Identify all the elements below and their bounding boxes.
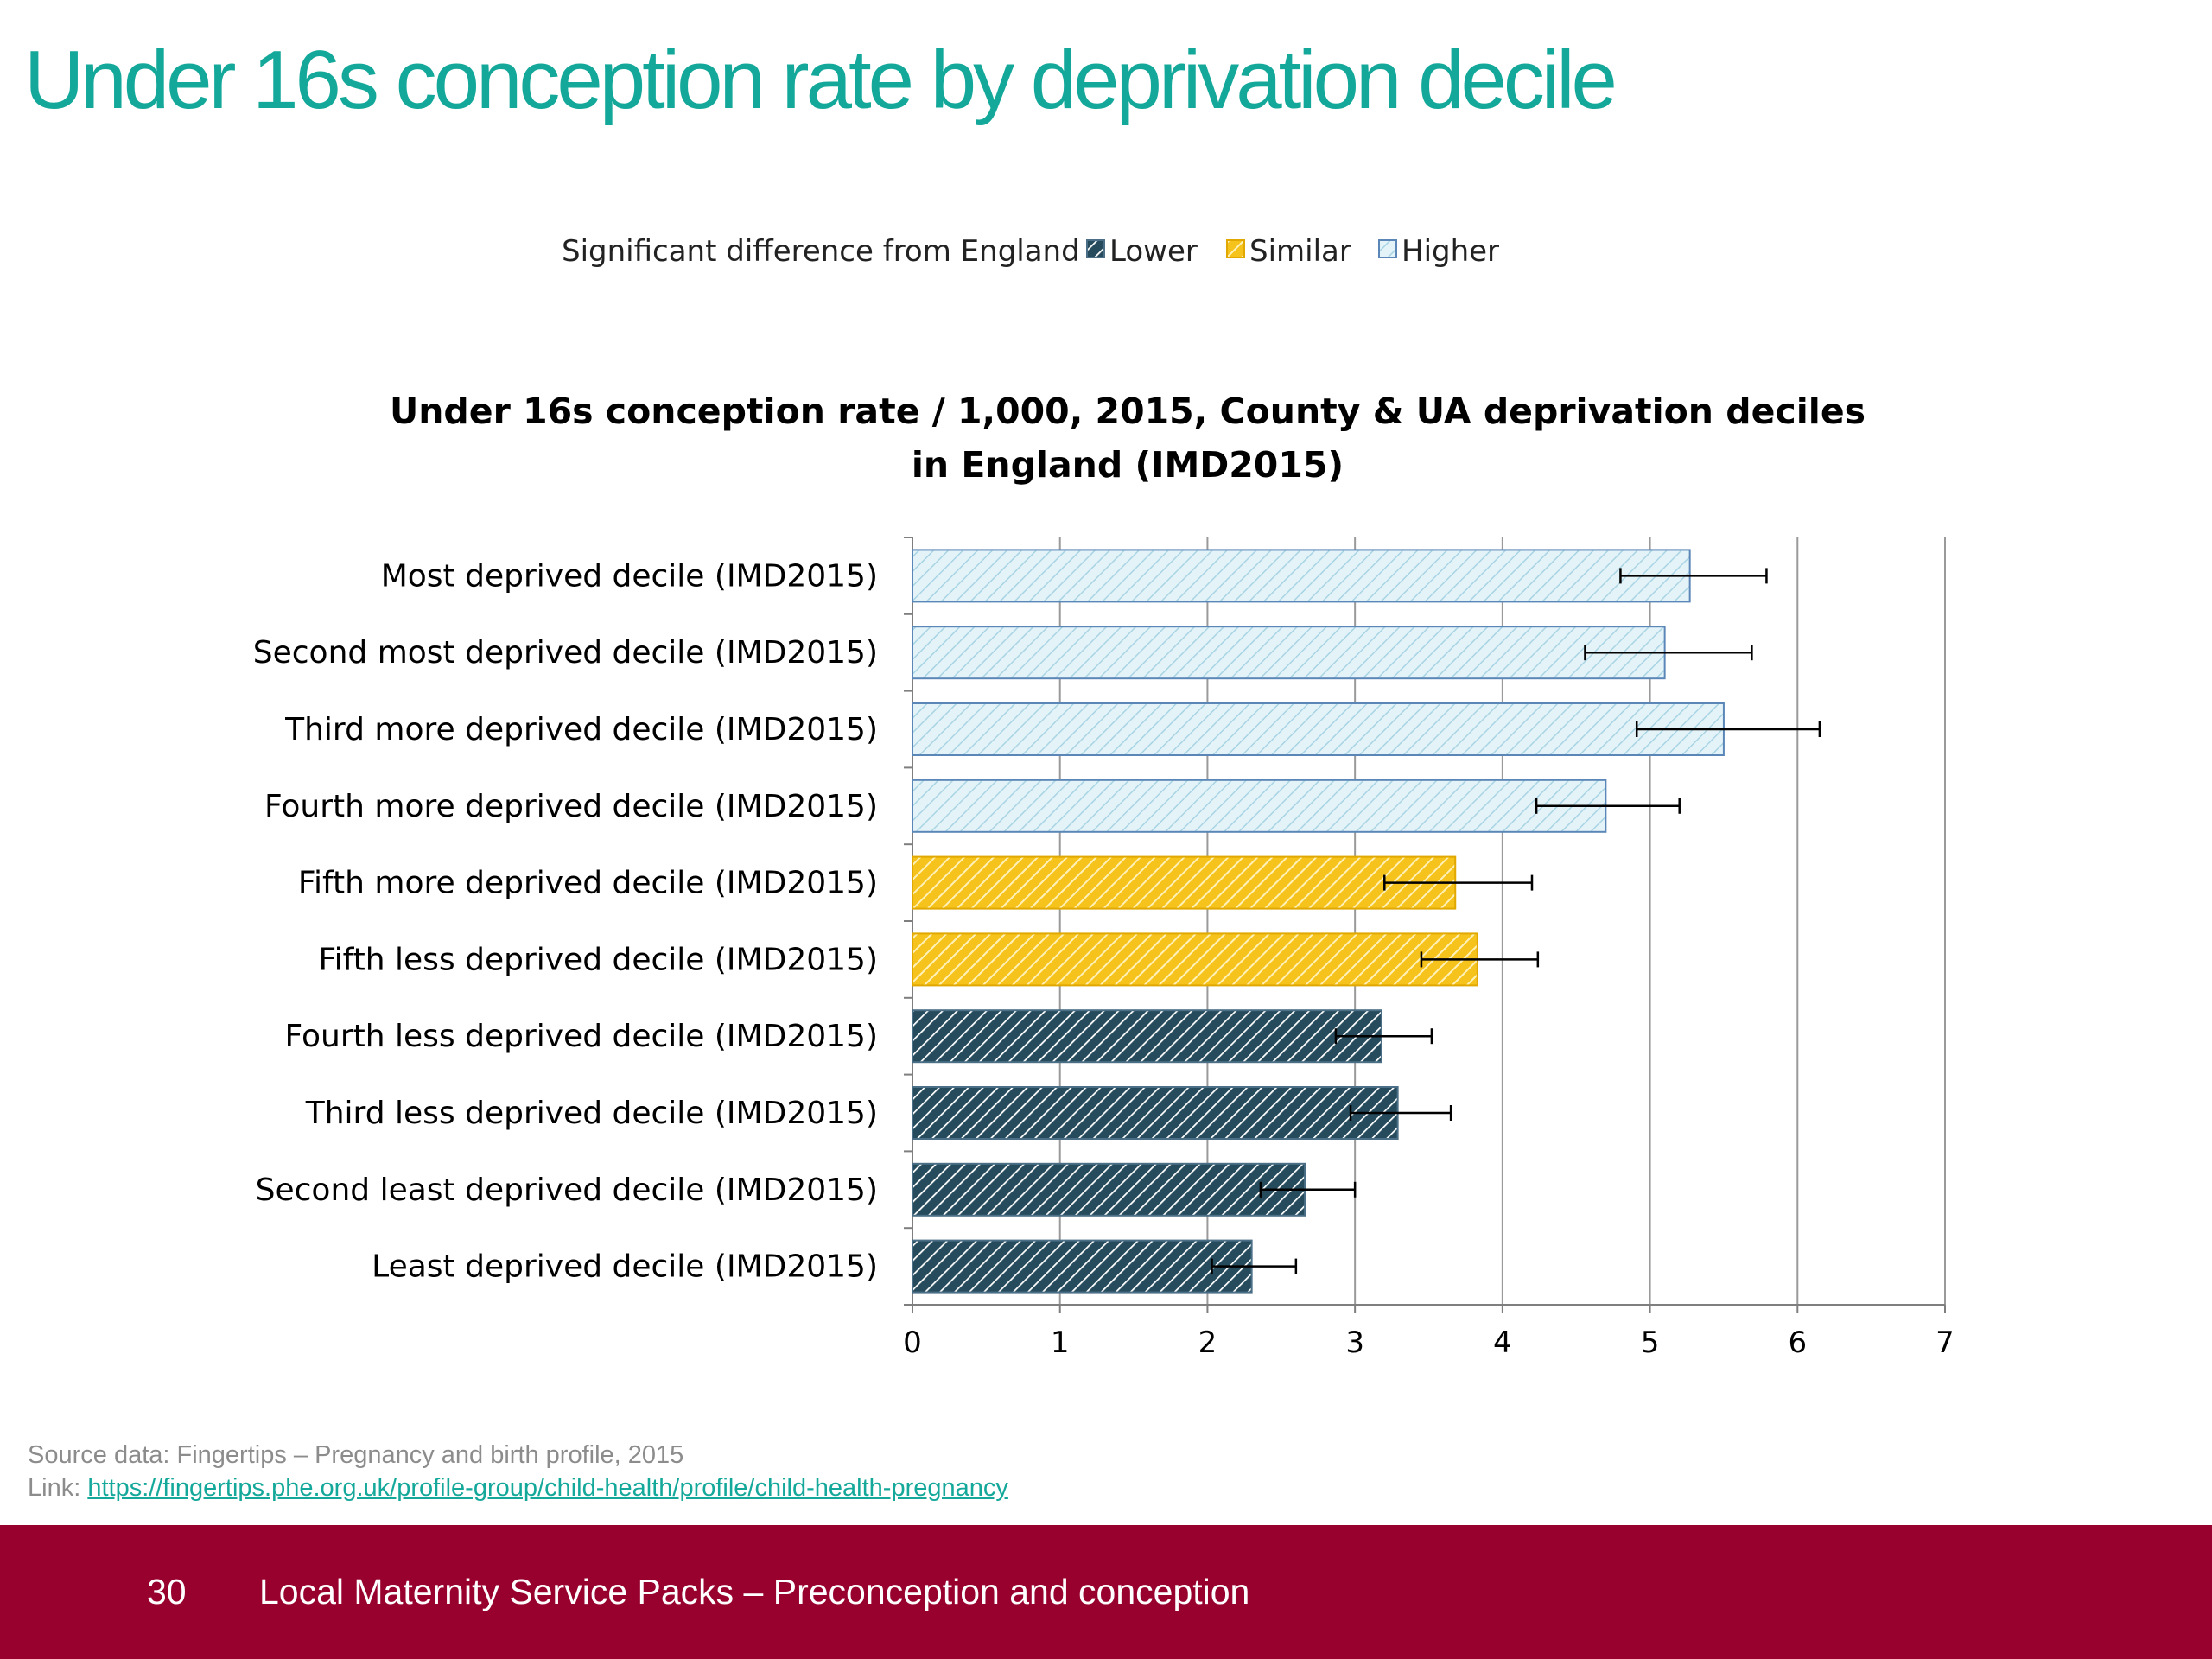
category-label: Most deprived decile (IMD2015) [381, 558, 878, 594]
legend-swatch-higher [1378, 239, 1397, 258]
category-label: Fourth more deprived decile (IMD2015) [264, 789, 878, 824]
bar-1-higher [912, 549, 1691, 603]
chart-title-line-1: Under 16s conception rate / 1,000, 2015,… [390, 391, 1866, 432]
legend-swatch-lower [1086, 239, 1105, 258]
link-label: Link: [28, 1474, 81, 1502]
slide-title: Under 16s conception rate by deprivation… [24, 34, 1618, 126]
legend-title: Significant difference from England [562, 234, 1080, 269]
x-tick-label: 6 [1788, 1325, 1807, 1360]
x-tick-label: 2 [1198, 1325, 1217, 1360]
x-tick-label: 7 [1936, 1325, 1955, 1360]
legend-swatch-similar [1226, 239, 1245, 258]
bar-chart: Significant difference from England Lower… [253, 234, 1955, 1360]
category-label: Third more deprived decile (IMD2015) [284, 712, 878, 747]
bar-8-lower [912, 1086, 1399, 1140]
bar-10-lower [912, 1239, 1253, 1294]
category-label: Fifth less deprived decile (IMD2015) [318, 942, 878, 977]
source-note: Source data: Fingertips – Pregnancy and … [28, 1441, 684, 1469]
category-label: Second most deprived decile (IMD2015) [253, 635, 878, 671]
footer-bar: 30 Local Maternity Service Packs – Preco… [0, 1525, 2212, 1659]
bar-5-similar [912, 855, 1457, 910]
chart-title-line-2: in England (IMD2015) [912, 444, 1344, 486]
legend-label-similar: Similar [1249, 234, 1351, 269]
source-link[interactable]: https://fingertips.phe.org.uk/profile-gr… [87, 1474, 1008, 1502]
category-label: Third less deprived decile (IMD2015) [305, 1096, 878, 1131]
legend-label-lower: Lower [1109, 234, 1198, 269]
bar-3-higher [912, 702, 1725, 756]
x-tick-label: 4 [1493, 1325, 1512, 1360]
legend-label-higher: Higher [1402, 234, 1499, 269]
x-tick-label: 5 [1641, 1325, 1660, 1360]
bar-4-higher [912, 779, 1607, 833]
bar-2-higher [912, 626, 1666, 680]
category-label: Least deprived decile (IMD2015) [372, 1249, 878, 1285]
page-number: 30 [147, 1572, 187, 1611]
bar-7-lower [912, 1009, 1382, 1064]
category-label: Fourth less deprived decile (IMD2015) [285, 1019, 878, 1054]
category-label: Second least deprived decile (IMD2015) [256, 1173, 878, 1208]
category-label: Fifth more deprived decile (IMD2015) [298, 866, 878, 901]
x-tick-label: 0 [903, 1325, 922, 1360]
source-link-line: Link: https://fingertips.phe.org.uk/prof… [28, 1474, 1008, 1503]
x-tick-label: 3 [1345, 1325, 1364, 1360]
footer-text: Local Maternity Service Packs – Preconce… [259, 1572, 1250, 1611]
bar-9-lower [912, 1162, 1306, 1217]
bar-6-similar [912, 932, 1478, 987]
x-tick-label: 1 [1051, 1325, 1070, 1360]
